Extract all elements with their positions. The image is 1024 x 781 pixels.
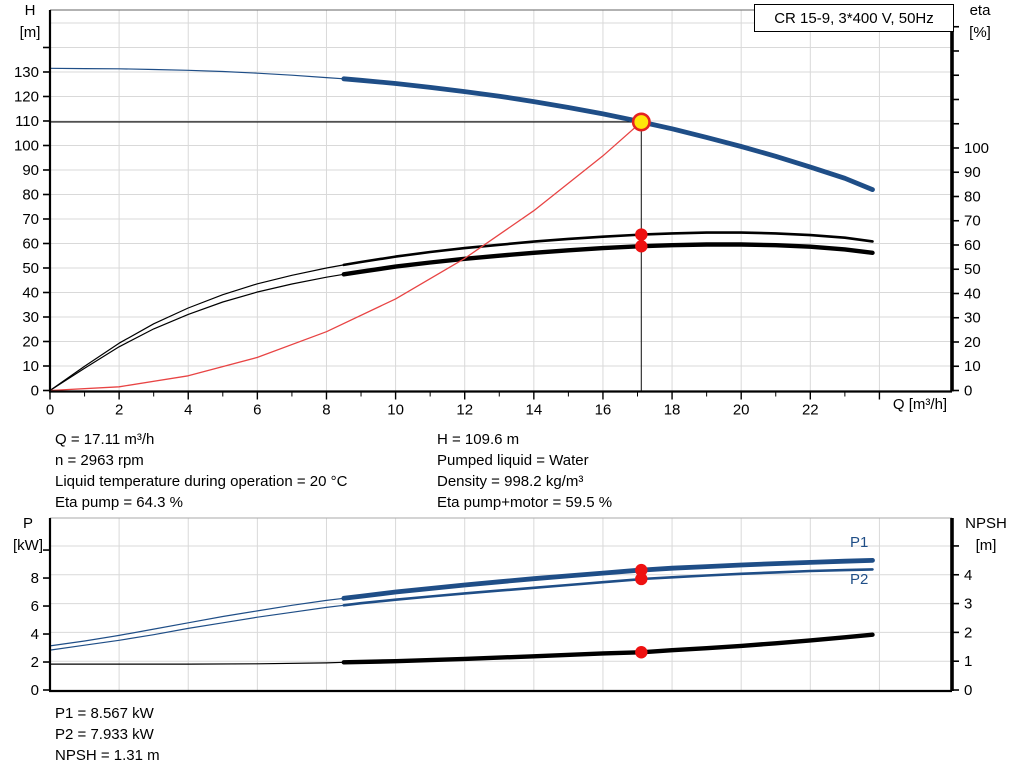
svg-text:20: 20 — [22, 333, 39, 350]
svg-text:10: 10 — [387, 402, 404, 419]
pump-title-box: CR 15-9, 3*400 V, 50Hz — [754, 4, 954, 32]
p2-curve — [49, 568, 874, 651]
svg-text:12: 12 — [456, 402, 473, 419]
duty-guide-lines — [50, 121, 642, 391]
svg-text:0: 0 — [31, 383, 39, 400]
svg-text:0: 0 — [46, 402, 54, 419]
flow-axis-title: Q [m³/h] — [892, 396, 948, 413]
eta-axis-unit: [%] — [969, 24, 991, 41]
p1-value-text: P1 = 8.567 kW — [55, 705, 154, 722]
p1-duty-dot — [635, 563, 648, 577]
svg-text:0: 0 — [964, 682, 972, 699]
gridlines — [50, 518, 952, 690]
p2-curve-label: P2 — [850, 571, 869, 588]
eta-pump-duty-dot — [635, 228, 648, 241]
svg-text:8: 8 — [322, 402, 330, 419]
svg-text:2: 2 — [964, 624, 972, 641]
svg-text:50: 50 — [964, 261, 981, 278]
system-curve — [49, 121, 642, 392]
svg-text:10: 10 — [22, 358, 39, 375]
svg-text:14: 14 — [525, 402, 542, 419]
duty-density-text: Density = 998.2 kg/m³ — [437, 473, 584, 490]
svg-text:40: 40 — [964, 285, 981, 302]
svg-text:1: 1 — [964, 653, 972, 670]
duty-point-markers[interactable] — [631, 112, 651, 253]
svg-text:20: 20 — [733, 402, 750, 419]
duty-liquid-text: Pumped liquid = Water — [437, 452, 589, 469]
svg-text:90: 90 — [22, 162, 39, 179]
svg-text:40: 40 — [22, 284, 39, 301]
svg-text:16: 16 — [595, 402, 612, 419]
p1-curve — [49, 558, 875, 647]
axes: 0102030405060708090100110120130010203040… — [14, 9, 989, 419]
power-axis-unit: [kW] — [13, 537, 43, 554]
p2-value-text: P2 = 7.933 kW — [55, 726, 154, 743]
power-npsh-chart[interactable]: 0 2 4 6 8 0 1 2 3 4 — [31, 517, 973, 699]
duty-info-left-column: Q = 17.11 m³/h n = 2963 rpm Liquid tempe… — [55, 429, 347, 513]
duty-speed-text: n = 2963 rpm — [55, 452, 144, 469]
svg-text:10: 10 — [964, 358, 981, 375]
svg-text:8: 8 — [31, 570, 39, 587]
power-info-block: P1 = 8.567 kW P2 = 7.933 kW NPSH = 1.31 … — [55, 703, 160, 766]
svg-text:100: 100 — [964, 140, 989, 157]
svg-text:30: 30 — [22, 309, 39, 326]
npsh-value-text: NPSH = 1.31 m — [55, 747, 160, 764]
svg-text:0: 0 — [31, 682, 39, 699]
head-curve — [49, 67, 875, 192]
eta-pump-motor-duty-dot — [635, 240, 648, 253]
svg-text:4: 4 — [184, 402, 192, 419]
npsh-axis-unit: [m] — [975, 537, 997, 554]
duty-flow-text: Q = 17.11 m³/h — [55, 431, 155, 448]
svg-text:18: 18 — [664, 402, 681, 419]
svg-text:50: 50 — [22, 260, 39, 277]
svg-text:4: 4 — [964, 567, 972, 584]
duty-point-marker[interactable] — [631, 112, 651, 132]
duty-head-text: H = 109.6 m — [437, 431, 520, 448]
svg-text:80: 80 — [964, 188, 981, 205]
svg-text:110: 110 — [15, 113, 39, 130]
duty-temperature-text: Liquid temperature during operation = 20… — [55, 473, 348, 490]
p1-curve-label: P1 — [850, 534, 869, 551]
svg-text:70: 70 — [964, 213, 981, 230]
svg-text:90: 90 — [964, 164, 981, 181]
svg-text:70: 70 — [22, 211, 39, 228]
npsh-axis-title: NPSH — [965, 515, 1007, 532]
npsh-curve — [49, 632, 875, 665]
head-axis-title: H — [24, 2, 36, 19]
svg-text:130: 130 — [14, 64, 39, 81]
svg-text:100: 100 — [14, 137, 39, 154]
eta-pump-motor-curve — [49, 242, 875, 392]
duty-eta-pump-text: Eta pump = 64.3 % — [55, 494, 183, 511]
svg-text:30: 30 — [964, 310, 981, 327]
duty-info-right-column: H = 109.6 m Pumped liquid = Water Densit… — [437, 429, 612, 513]
power-axis-title: P — [22, 515, 33, 532]
svg-text:3: 3 — [964, 596, 972, 613]
head-axis-unit: [m] — [19, 24, 41, 41]
svg-text:4: 4 — [31, 626, 39, 643]
eta-axis-title: eta — [969, 2, 991, 19]
p2-duty-dot — [635, 572, 648, 586]
svg-text:6: 6 — [253, 402, 261, 419]
axes: 0 2 4 6 8 0 1 2 3 4 — [31, 517, 972, 699]
duty-point-markers[interactable] — [635, 563, 648, 659]
head-efficiency-chart[interactable]: 0102030405060708090100110120130010203040… — [14, 9, 989, 419]
svg-text:80: 80 — [22, 186, 39, 203]
svg-text:20: 20 — [964, 334, 981, 351]
svg-text:2: 2 — [115, 402, 123, 419]
svg-text:60: 60 — [964, 237, 981, 254]
svg-text:0: 0 — [964, 383, 972, 400]
duty-eta-pump-motor-text: Eta pump+motor = 59.5 % — [437, 494, 613, 511]
svg-text:60: 60 — [22, 235, 39, 252]
svg-text:2: 2 — [31, 654, 39, 671]
npsh-duty-dot — [635, 646, 648, 659]
eta-pump-curve — [49, 231, 874, 392]
svg-text:6: 6 — [31, 598, 39, 615]
gridlines — [50, 10, 952, 391]
svg-text:22: 22 — [802, 402, 819, 419]
svg-text:120: 120 — [14, 88, 39, 105]
